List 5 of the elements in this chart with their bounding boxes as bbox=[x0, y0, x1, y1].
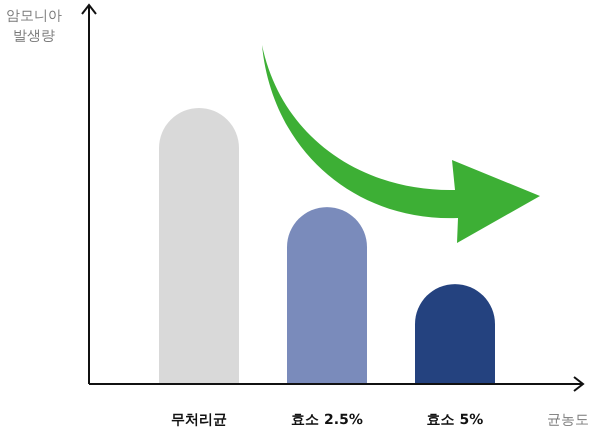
y-axis-title: 암모니아 발생량 bbox=[6, 8, 62, 44]
x-tick-label: 효소 5% bbox=[426, 412, 484, 428]
x-axis-title: 균농도 bbox=[547, 412, 589, 428]
x-tick-label: 효소 2.5% bbox=[291, 412, 363, 428]
x-tick-label: 무처리균 bbox=[171, 412, 227, 428]
